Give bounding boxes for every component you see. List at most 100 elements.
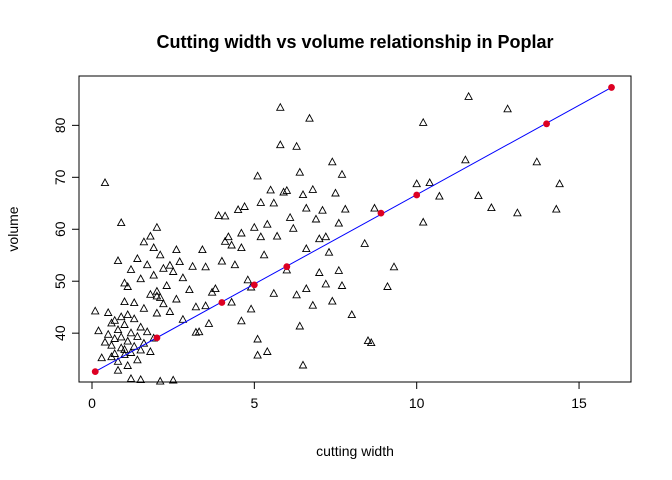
data-point (321, 279, 331, 288)
data-point (207, 287, 217, 296)
data-point (198, 245, 207, 254)
data-point (224, 232, 233, 241)
data-point (146, 231, 155, 240)
data-point (474, 191, 483, 200)
fit-point (218, 299, 226, 306)
fit-point (91, 368, 99, 376)
data-point (285, 212, 295, 221)
fit-point (377, 209, 385, 217)
data-point (136, 322, 146, 331)
data-point (337, 280, 347, 289)
data-point (201, 301, 210, 310)
data-point (146, 346, 155, 355)
data-point (204, 318, 214, 327)
x-axis-label: cutting width (316, 443, 394, 459)
data-point (288, 223, 298, 232)
data-point (551, 204, 561, 213)
data-point (113, 256, 123, 265)
data-point (100, 178, 110, 187)
x-tick-label: 5 (250, 395, 258, 411)
data-point (237, 243, 246, 252)
data-point (155, 376, 165, 385)
data-point (126, 347, 136, 356)
data-point (188, 261, 197, 270)
data-point (269, 288, 279, 297)
data-point (363, 336, 373, 345)
data-point (162, 280, 172, 289)
y-tick-label: 70 (52, 169, 68, 185)
data-point (334, 218, 344, 227)
data-point (383, 281, 392, 290)
data-point (314, 267, 324, 276)
data-point (159, 299, 168, 308)
data-point (314, 234, 324, 243)
fit-point (250, 281, 258, 289)
data-point (139, 237, 149, 246)
data-point (178, 314, 188, 323)
data-point (318, 205, 327, 214)
data-point (159, 263, 168, 272)
data-point (272, 231, 282, 240)
scatter-points (90, 91, 564, 385)
data-point (311, 214, 321, 223)
data-point (237, 228, 246, 237)
data-point (94, 326, 103, 335)
fit-point (543, 120, 550, 128)
data-point (237, 316, 246, 325)
data-point (133, 253, 142, 262)
data-point (129, 314, 139, 323)
y-tick-label: 80 (52, 117, 68, 133)
x-axis: 0 5 10 15 (88, 381, 587, 411)
data-point (461, 155, 470, 164)
data-point (123, 310, 133, 319)
data-point (301, 203, 311, 212)
data-point (116, 312, 126, 321)
data-point (116, 218, 126, 227)
data-point (253, 350, 262, 359)
data-point (240, 201, 249, 210)
data-point (120, 278, 129, 287)
data-point (191, 327, 201, 336)
data-point (418, 117, 428, 126)
data-point (331, 188, 340, 197)
y-tick-label: 40 (52, 325, 68, 341)
data-point (168, 375, 178, 384)
fit-point (153, 334, 161, 342)
data-point (389, 262, 399, 271)
data-point (298, 190, 308, 199)
data-point (513, 208, 522, 217)
data-point (110, 315, 120, 324)
x-tick-label: 10 (409, 395, 425, 411)
data-point (249, 222, 259, 231)
data-point (256, 232, 266, 241)
data-point (211, 284, 220, 293)
data-point (282, 185, 292, 194)
fit-line (94, 86, 612, 373)
data-point (425, 178, 435, 187)
data-point (103, 307, 113, 316)
x-tick-label: 15 (571, 395, 587, 411)
data-point (301, 244, 311, 253)
data-point (107, 340, 116, 349)
data-point (253, 171, 262, 180)
data-point (116, 343, 126, 352)
y-tick-label: 60 (52, 221, 68, 237)
data-point (120, 319, 129, 328)
data-point (256, 197, 266, 206)
data-point (142, 260, 152, 269)
data-point (412, 179, 422, 188)
data-point (152, 308, 162, 317)
y-tick-label: 50 (52, 273, 68, 289)
data-point (269, 198, 279, 207)
data-point (246, 304, 256, 313)
data-point (220, 236, 230, 245)
data-point (298, 360, 308, 369)
data-point (191, 302, 201, 311)
data-point (464, 91, 473, 100)
data-point (139, 338, 149, 347)
data-point (337, 169, 347, 178)
data-point (243, 275, 253, 284)
data-point (370, 203, 379, 212)
data-point (123, 336, 133, 345)
